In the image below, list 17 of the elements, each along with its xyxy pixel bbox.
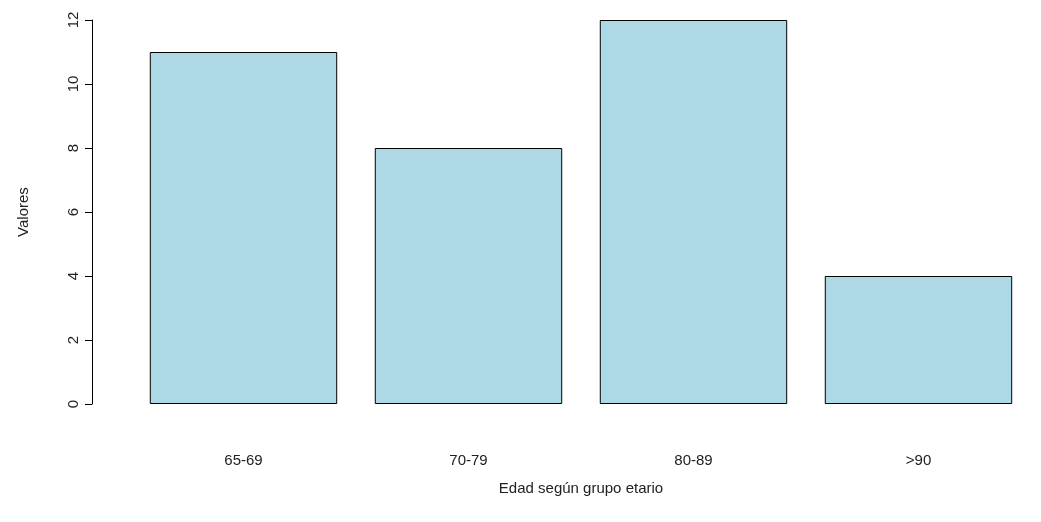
- x-tick-label: >90: [905, 451, 932, 468]
- bar: [149, 52, 338, 404]
- bar: [824, 276, 1013, 404]
- y-tick-label: 0: [64, 399, 81, 409]
- y-tick-label: 12: [64, 11, 81, 29]
- x-tick-label: 70-79: [449, 451, 488, 468]
- x-tick-label: 80-89: [674, 451, 713, 468]
- bar: [374, 148, 563, 404]
- y-tick-label: 4: [64, 271, 81, 281]
- y-axis-title: Valores: [14, 187, 31, 237]
- y-tick-label: 6: [64, 207, 81, 217]
- bar: [599, 20, 788, 404]
- y-tick-label: 8: [64, 143, 81, 153]
- y-tick-label: 2: [64, 335, 81, 345]
- x-axis-title: Edad según grupo etario: [498, 479, 664, 496]
- x-tick-label: 65-69: [224, 451, 263, 468]
- y-tick-label: 10: [64, 75, 81, 93]
